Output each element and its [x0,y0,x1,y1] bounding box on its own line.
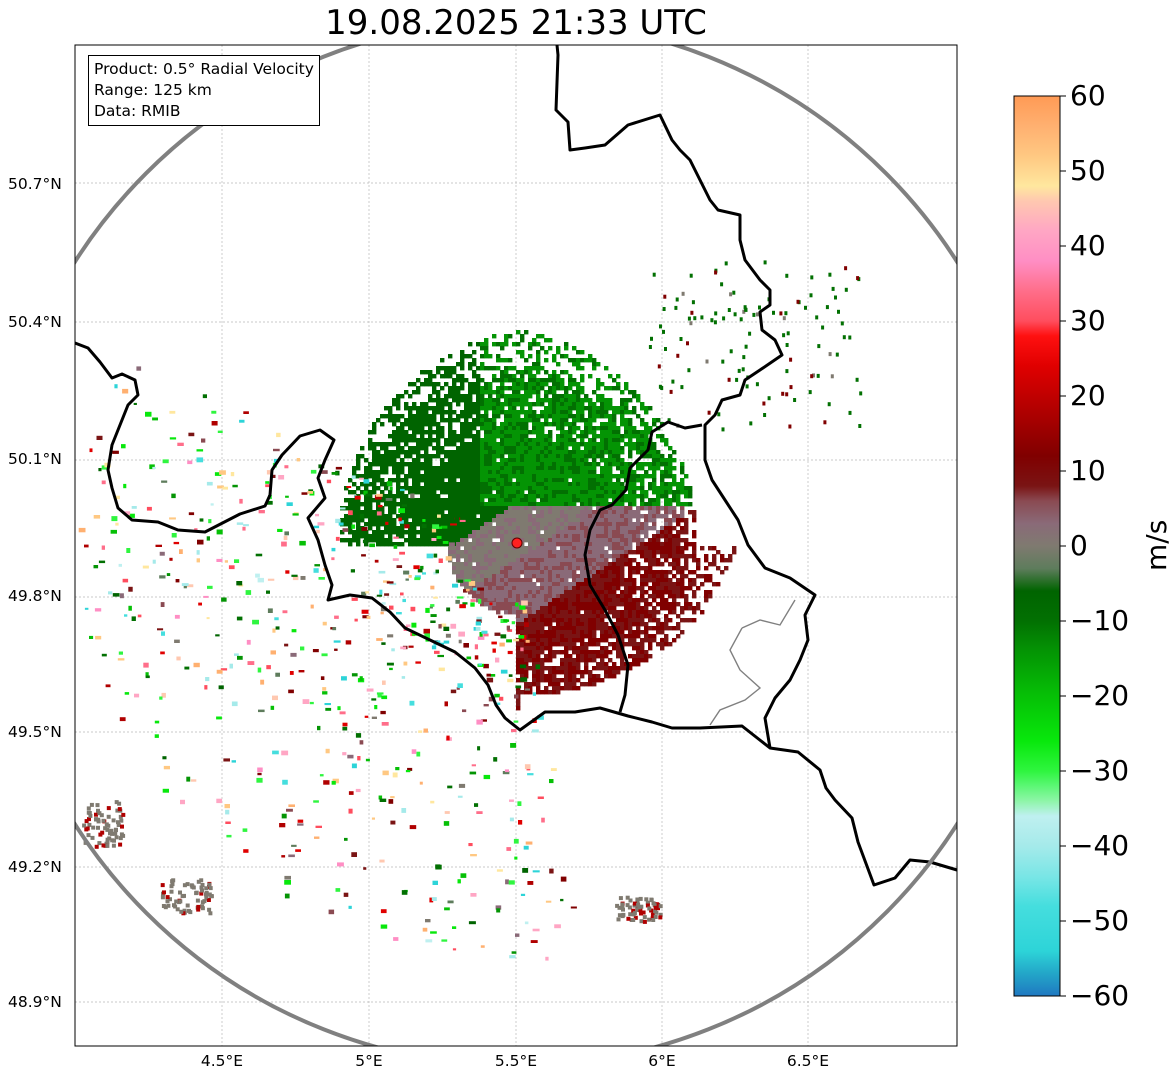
lat-tick-label: 48.9°N [8,993,62,1011]
colorbar-tick-label: 0 [1070,529,1088,562]
colorbar-tick-label: 50 [1070,154,1106,187]
lat-tick-label: 49.2°N [8,858,62,876]
country-border-line [75,341,957,887]
colorbar-tick-label: 20 [1070,379,1106,412]
range-label: Range: 125 km [94,81,212,99]
lat-tick-label: 50.7°N [8,175,62,193]
country-border-line [583,420,703,713]
colorbar-gradient [1013,95,1061,997]
colorbar-tick-label: −40 [1070,829,1130,862]
colorbar-tick-label: −10 [1070,604,1130,637]
country-border-line [554,45,817,749]
map-frame [74,44,958,1047]
colorbar-tick-label: 40 [1070,229,1106,262]
colorbar-tick-label: −60 [1070,979,1130,1012]
lon-tick-label: 5°E [355,1052,383,1070]
regional-border-line [709,599,796,726]
data-source-label: Data: RMIB [94,102,181,120]
lon-tick-label: 5.5°E [494,1052,538,1070]
colorbar-tick-label: 60 [1070,79,1106,112]
colorbar-tick-label: −30 [1070,754,1130,787]
product-label: Product: 0.5° Radial Velocity [94,60,314,78]
lon-tick-label: 4.5°E [200,1052,244,1070]
lat-tick-label: 50.1°N [8,450,62,468]
colorbar-tick-label: 30 [1070,304,1106,337]
lon-tick-label: 6.5°E [786,1052,830,1070]
country-borders [75,45,957,887]
lat-tick-label: 49.8°N [8,587,62,605]
colorbar-unit-label: m/s [1140,519,1171,571]
lat-tick-label: 49.5°N [8,723,62,741]
radar-site-marker[interactable] [511,537,523,549]
lat-tick-label: 50.4°N [8,313,62,331]
colorbar-tick-label: 10 [1070,454,1106,487]
lon-tick-label: 6°E [648,1052,676,1070]
colorbar-tick-label: −20 [1070,679,1130,712]
colorbar-tick-label: −50 [1070,904,1130,937]
product-info-box: Product: 0.5° Radial Velocity Range: 125… [88,55,320,126]
map-title: 19.08.2025 21:33 UTC [325,3,707,43]
colorbar [1013,95,1066,997]
radar-echoes [78,260,863,961]
